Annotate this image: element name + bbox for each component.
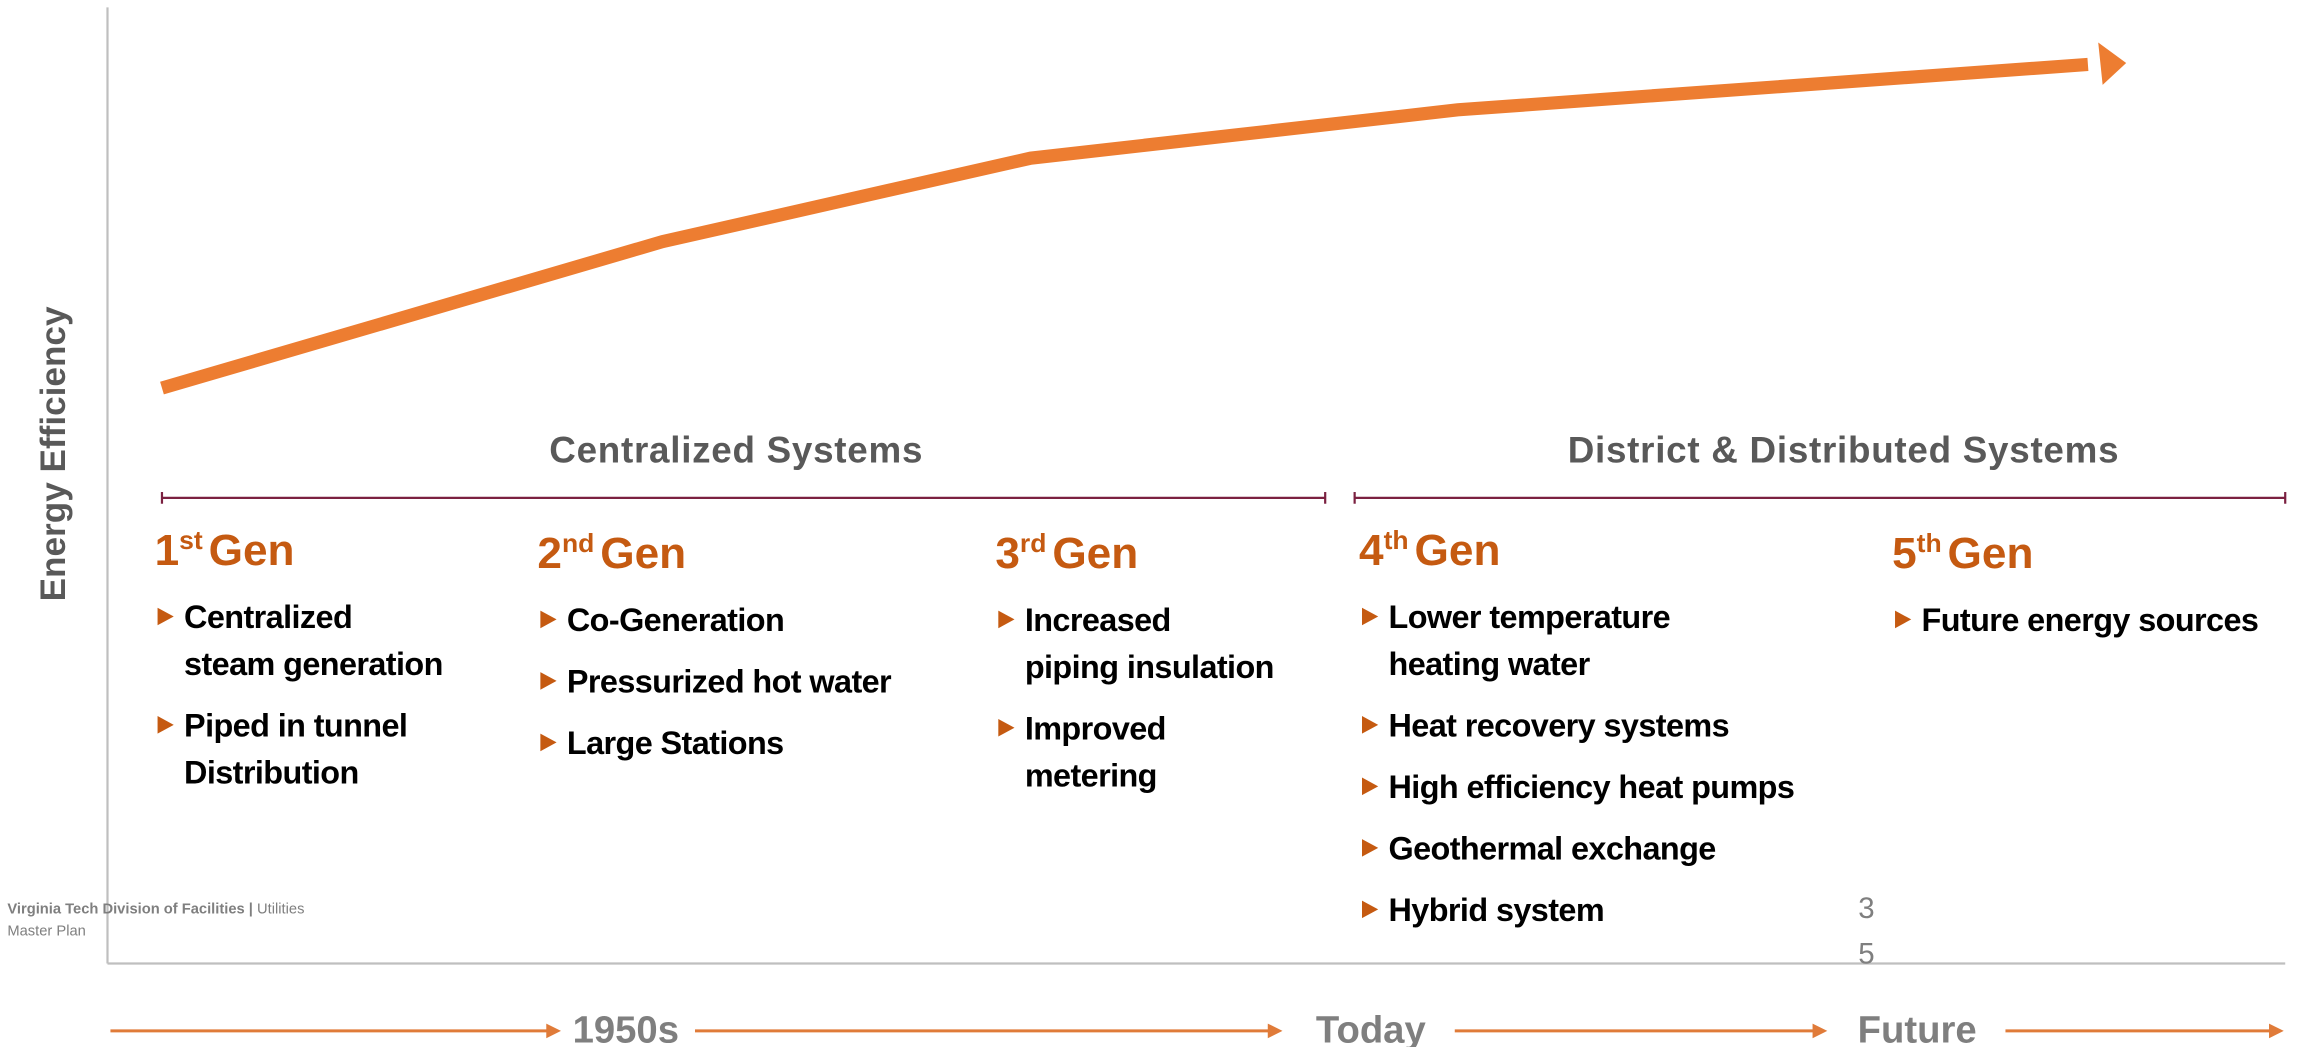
bullet-marker (157, 607, 174, 626)
generation-suffix: rd (1020, 528, 1047, 558)
footer-line1: Utilities (257, 902, 304, 918)
generation-title: 1st Gen (155, 525, 295, 575)
bullet-text: Lower temperature (1389, 599, 1671, 635)
generation-title: 2nd Gen (537, 528, 686, 578)
bullet-text: steam generation (184, 646, 443, 682)
curve-arrowhead (2098, 42, 2127, 85)
generation-number: 2 (537, 529, 562, 578)
bullet-marker (998, 610, 1015, 629)
bullet-text: Piped in tunnel (184, 708, 407, 744)
timeline-arrows (110, 1023, 2284, 1039)
bullet-marker (1362, 777, 1379, 796)
bullet-text: Hybrid system (1389, 892, 1605, 928)
bullet-marker (540, 610, 557, 629)
bullet-marker (157, 716, 174, 734)
bullet-text: High efficiency heat pumps (1389, 769, 1795, 805)
bullet-text: Improved (1025, 711, 1166, 747)
generation-number: 4 (1359, 526, 1384, 575)
generation-number: 5 (1892, 529, 1917, 578)
generation-label: Gen (1415, 526, 1501, 575)
generation-title: 4th Gen (1359, 525, 1500, 575)
page-number: 5 (1858, 938, 1874, 971)
footer-line2: Master Plan (7, 924, 85, 940)
bullet-marker (1362, 900, 1379, 919)
bullet-text: Co-Generation (567, 602, 784, 638)
bullet-marker (540, 672, 557, 690)
bullet-text: Heat recovery systems (1389, 708, 1730, 744)
bullet-text: Large Stations (567, 725, 784, 761)
generation-label: Gen (1948, 529, 2034, 578)
bullet-text: Future energy sources (1922, 602, 2259, 638)
timeline-label: Today (1316, 1009, 1427, 1047)
bullet-marker (540, 733, 557, 752)
bullet-marker (1895, 610, 1912, 629)
bullet-marker (1362, 839, 1379, 857)
efficiency-curve (160, 57, 2089, 395)
group-title: District & Distributed Systems (1568, 430, 2120, 471)
bullet-marker (1362, 607, 1379, 626)
generation-suffix: nd (562, 528, 594, 558)
footer-sep: | (249, 902, 253, 918)
bullet-marker (998, 718, 1015, 737)
footer-org: Virginia Tech Division of Facilities (7, 902, 244, 918)
generation-suffix: th (1917, 528, 1942, 558)
bullet-text: Pressurized hot water (567, 664, 892, 700)
generation-title: 5th Gen (1892, 528, 2033, 578)
bullet-text: metering (1025, 757, 1157, 793)
axis-label: Energy Efficiency (34, 306, 73, 601)
page-number: 3 (1858, 892, 1874, 925)
bullet-text: Increased (1025, 602, 1171, 638)
timeline-label: Future (1858, 1009, 1977, 1047)
group-brackets (160, 492, 2287, 504)
group-title: Centralized Systems (549, 430, 923, 471)
generation-title: 3rd Gen (995, 528, 1138, 578)
bullet-text: Geothermal exchange (1389, 831, 1716, 867)
generation-number: 3 (995, 529, 1020, 578)
generation-label: Gen (600, 529, 686, 578)
generation-suffix: st (179, 525, 203, 555)
bullet-text: heating water (1389, 646, 1591, 682)
generation-suffix: th (1384, 525, 1409, 555)
bullet-text: piping insulation (1025, 649, 1274, 685)
timeline-label: 1950s (573, 1009, 679, 1047)
footer: Virginia Tech Division of Facilities | U… (7, 902, 304, 918)
generation-label: Gen (209, 526, 295, 575)
bullet-text: Distribution (184, 754, 359, 790)
generation-label: Gen (1052, 529, 1138, 578)
bullet-marker (1362, 716, 1379, 734)
generation-number: 1 (155, 526, 180, 575)
bullet-text: Centralized (184, 599, 352, 635)
